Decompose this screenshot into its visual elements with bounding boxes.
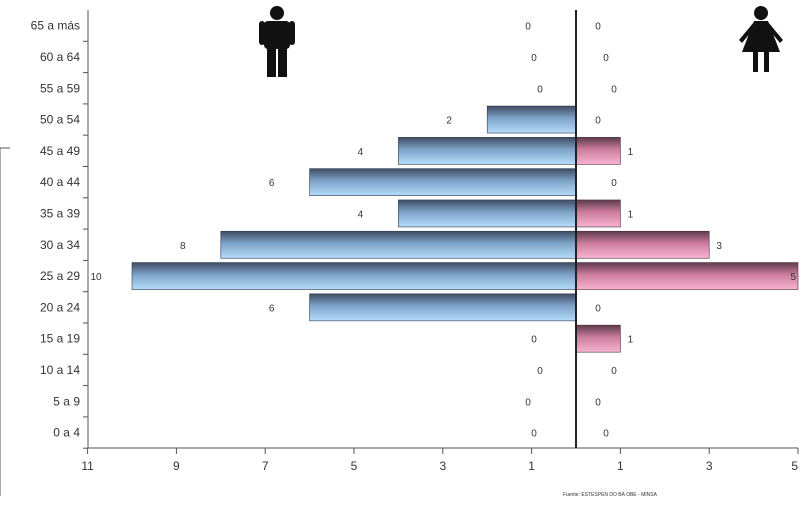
female-bar (575, 230, 710, 259)
category-label: 0 a 4 (53, 426, 80, 440)
female-data-label: 0 (595, 397, 601, 408)
male-data-label: 4 (358, 147, 364, 158)
male-data-label: 0 (525, 397, 531, 408)
x-tick-label: 1 (617, 459, 624, 473)
female-data-label: 0 (611, 84, 617, 95)
x-tick-label: 3 (439, 459, 446, 473)
female-data-label: 1 (628, 147, 634, 158)
male-data-label: 0 (537, 366, 543, 377)
female-bar (575, 137, 621, 165)
category-label: 40 a 44 (40, 175, 80, 189)
x-tick-label: 11 (81, 459, 94, 473)
category-label: 25 a 29 (40, 269, 80, 283)
male-data-label: 2 (446, 116, 452, 127)
male-data-label: 6 (269, 178, 275, 189)
male-bar (131, 262, 577, 290)
male-data-label: 0 (531, 335, 537, 346)
female-bar (575, 324, 621, 353)
male-bar (398, 199, 577, 228)
female-data-label: 1 (628, 209, 634, 220)
category-label: 30 a 34 (40, 238, 80, 252)
category-label: 5 a 9 (53, 394, 80, 408)
male-data-label: 0 (531, 53, 537, 64)
female-data-label: 0 (595, 22, 601, 33)
female-data-label: 0 (595, 303, 601, 314)
female-data-label: 0 (611, 366, 617, 377)
female-bar (575, 262, 799, 290)
female-data-label: 0 (603, 429, 609, 440)
male-bar (398, 137, 577, 165)
female-data-label: 0 (611, 178, 617, 189)
male-data-label: 0 (525, 22, 531, 33)
x-tick-label: 9 (173, 459, 180, 473)
male-data-label: 0 (531, 429, 537, 440)
female-data-label: 1 (628, 335, 634, 346)
female-data-label: 5 (790, 272, 796, 283)
category-label: 65 a más (31, 19, 80, 33)
x-tick-label: 5 (351, 459, 358, 473)
female-data-label: 0 (603, 53, 609, 64)
male-figure-icon (259, 6, 295, 77)
female-data-label: 0 (595, 116, 601, 127)
x-tick-label: 5 (791, 459, 798, 473)
male-data-label: 0 (537, 84, 543, 95)
category-label: 55 a 59 (40, 81, 80, 95)
category-label: 10 a 14 (40, 363, 80, 377)
x-tick-label: 3 (706, 459, 713, 473)
female-figure-icon (739, 6, 783, 72)
x-tick-label: 1 (528, 459, 535, 473)
category-label: 35 a 39 (40, 206, 80, 220)
category-label: 50 a 54 (40, 113, 80, 127)
category-label: 15 a 19 (40, 332, 80, 346)
male-bar (309, 293, 577, 322)
source-note: Fuente: ESTESPEN DO BA OBE - MINSA (563, 492, 658, 498)
male-bar (309, 168, 577, 196)
male-bar (220, 230, 577, 259)
female-bar (575, 199, 621, 228)
category-label: 45 a 49 (40, 144, 80, 158)
male-data-label: 10 (90, 272, 102, 283)
male-bar (486, 105, 577, 134)
category-label: 20 a 24 (40, 300, 80, 314)
female-data-label: 3 (716, 241, 722, 252)
x-tick-label: 7 (262, 459, 269, 473)
category-label: 60 a 64 (40, 50, 80, 64)
male-data-label: 8 (180, 241, 186, 252)
male-data-label: 4 (358, 209, 364, 220)
male-data-label: 6 (269, 303, 275, 314)
